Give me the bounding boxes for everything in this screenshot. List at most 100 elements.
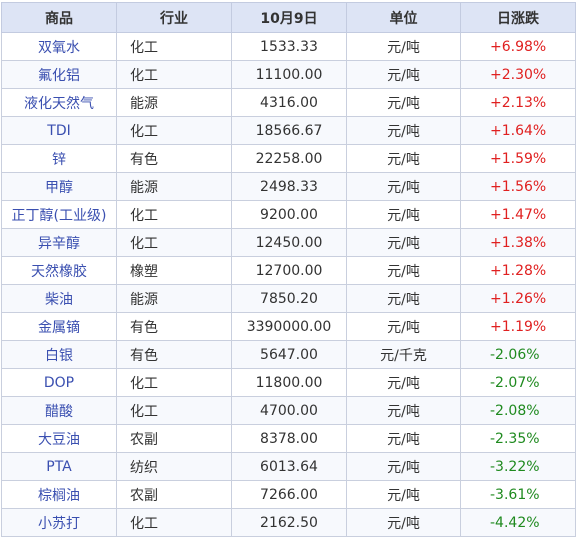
price-cell: 8378.00: [231, 424, 347, 453]
daily-change-cell: -2.35%: [460, 424, 576, 453]
commodity-name-link[interactable]: TDI: [1, 116, 117, 145]
table-row: 氟化铝 化工 11100.00 元/吨 +2.30%: [1, 60, 576, 89]
industry-cell: 能源: [116, 172, 232, 201]
commodity-name-link[interactable]: 金属镝: [1, 312, 117, 341]
table-row: 大豆油 农副 8378.00 元/吨 -2.35%: [1, 424, 576, 453]
commodity-name-link[interactable]: 异辛醇: [1, 228, 117, 257]
table-row: 棕榈油 农副 7266.00 元/吨 -3.61%: [1, 480, 576, 509]
commodity-name-link[interactable]: 白银: [1, 340, 117, 369]
unit-cell: 元/吨: [346, 284, 461, 313]
unit-cell: 元/吨: [346, 396, 461, 425]
daily-change-cell: -2.07%: [460, 368, 576, 397]
price-cell: 2498.33: [231, 172, 347, 201]
industry-cell: 纺织: [116, 452, 232, 481]
price-cell: 2162.50: [231, 508, 347, 537]
price-cell: 12450.00: [231, 228, 347, 257]
industry-cell: 化工: [116, 116, 232, 145]
commodity-name-link[interactable]: 氟化铝: [1, 60, 117, 89]
commodity-name-link[interactable]: 天然橡胶: [1, 256, 117, 285]
table-row: 甲醇 能源 2498.33 元/吨 +1.56%: [1, 172, 576, 201]
header-commodity: 商品: [1, 2, 117, 33]
unit-cell: 元/吨: [346, 172, 461, 201]
table-row: 金属镝 有色 3390000.00 元/吨 +1.19%: [1, 312, 576, 341]
daily-change-cell: +1.56%: [460, 172, 576, 201]
unit-cell: 元/吨: [346, 368, 461, 397]
commodity-name-link[interactable]: 双氧水: [1, 32, 117, 61]
daily-change-cell: +1.59%: [460, 144, 576, 173]
unit-cell: 元/吨: [346, 508, 461, 537]
price-cell: 11800.00: [231, 368, 347, 397]
unit-cell: 元/吨: [346, 200, 461, 229]
table-row: 锌有色 22258.00 元/吨 +1.59%: [1, 144, 576, 173]
commodity-name-link[interactable]: DOP: [1, 368, 117, 397]
price-cell: 4316.00: [231, 88, 347, 117]
commodity-name-link[interactable]: 甲醇: [1, 172, 117, 201]
industry-cell: 农副: [116, 480, 232, 509]
table-row: 白银 有色 5647.00 元/千克 -2.06%: [1, 340, 576, 369]
daily-change-cell: -4.42%: [460, 508, 576, 537]
commodity-name-link[interactable]: 醋酸: [1, 396, 117, 425]
industry-cell: 橡塑: [116, 256, 232, 285]
header-industry: 行业: [116, 2, 232, 33]
industry-cell: 有色: [116, 312, 232, 341]
daily-change-cell: +1.64%: [460, 116, 576, 145]
table-header-row: 商品 行业 10月9日 单位 日涨跌: [1, 2, 576, 33]
daily-change-cell: -3.61%: [460, 480, 576, 509]
table-row: TDI 化工 18566.67 元/吨 +1.64%: [1, 116, 576, 145]
daily-change-cell: +6.98%: [460, 32, 576, 61]
price-cell: 7850.20: [231, 284, 347, 313]
daily-change-cell: +1.47%: [460, 200, 576, 229]
daily-change-cell: -3.22%: [460, 452, 576, 481]
commodity-name-link[interactable]: 正丁醇(工业级): [1, 200, 117, 229]
price-cell: 6013.64: [231, 452, 347, 481]
industry-cell: 化工: [116, 396, 232, 425]
commodity-name-link[interactable]: 锌: [1, 144, 117, 173]
price-cell: 7266.00: [231, 480, 347, 509]
commodity-name-link[interactable]: 棕榈油: [1, 480, 117, 509]
unit-cell: 元/吨: [346, 144, 461, 173]
commodity-name-link[interactable]: 大豆油: [1, 424, 117, 453]
unit-cell: 元/吨: [346, 452, 461, 481]
price-cell: 3390000.00: [231, 312, 347, 341]
commodity-name-link[interactable]: 液化天然气: [1, 88, 117, 117]
industry-cell: 化工: [116, 60, 232, 89]
unit-cell: 元/吨: [346, 424, 461, 453]
industry-cell: 化工: [116, 32, 232, 61]
table-row: 异辛醇 化工 12450.00 元/吨 +1.38%: [1, 228, 576, 257]
daily-change-cell: +1.28%: [460, 256, 576, 285]
industry-cell: 能源: [116, 88, 232, 117]
table-body: 双氧水 化工 1533.33 元/吨 +6.98% 氟化铝 化工 11100.00 元/吨 +2.…: [1, 32, 576, 537]
daily-change-cell: +2.13%: [460, 88, 576, 117]
price-cell: 12700.00: [231, 256, 347, 285]
price-cell: 18566.67: [231, 116, 347, 145]
industry-cell: 化工: [116, 228, 232, 257]
price-cell: 5647.00: [231, 340, 347, 369]
commodity-name-link[interactable]: PTA: [1, 452, 117, 481]
table-row: 正丁醇(工业级) 化工 9200.00 元/吨 +1.47%: [1, 200, 576, 229]
table-row: 天然橡胶 橡塑 12700.00 元/吨 +1.28%: [1, 256, 576, 285]
table-row: 柴油 能源 7850.20 元/吨 +1.26%: [1, 284, 576, 313]
price-cell: 22258.00: [231, 144, 347, 173]
commodity-name-link[interactable]: 小苏打: [1, 508, 117, 537]
industry-cell: 化工: [116, 368, 232, 397]
daily-change-cell: +1.26%: [460, 284, 576, 313]
header-daily-change: 日涨跌: [460, 2, 576, 33]
price-cell: 9200.00: [231, 200, 347, 229]
price-cell: 4700.00: [231, 396, 347, 425]
unit-cell: 元/吨: [346, 116, 461, 145]
unit-cell: 元/吨: [346, 88, 461, 117]
commodity-name-link[interactable]: 柴油: [1, 284, 117, 313]
header-date: 10月9日: [231, 2, 347, 33]
table-row: PTA 纺织 6013.64 元/吨 -3.22%: [1, 452, 576, 481]
unit-cell: 元/吨: [346, 228, 461, 257]
unit-cell: 元/吨: [346, 480, 461, 509]
table-row: DOP 化工 11800.00 元/吨 -2.07%: [1, 368, 576, 397]
unit-cell: 元/千克: [346, 340, 461, 369]
table-row: 双氧水 化工 1533.33 元/吨 +6.98%: [1, 32, 576, 61]
industry-cell: 能源: [116, 284, 232, 313]
industry-cell: 有色: [116, 144, 232, 173]
header-unit: 单位: [346, 2, 461, 33]
industry-cell: 有色: [116, 340, 232, 369]
table-row: 液化天然气 能源 4316.00 元/吨 +2.13%: [1, 88, 576, 117]
